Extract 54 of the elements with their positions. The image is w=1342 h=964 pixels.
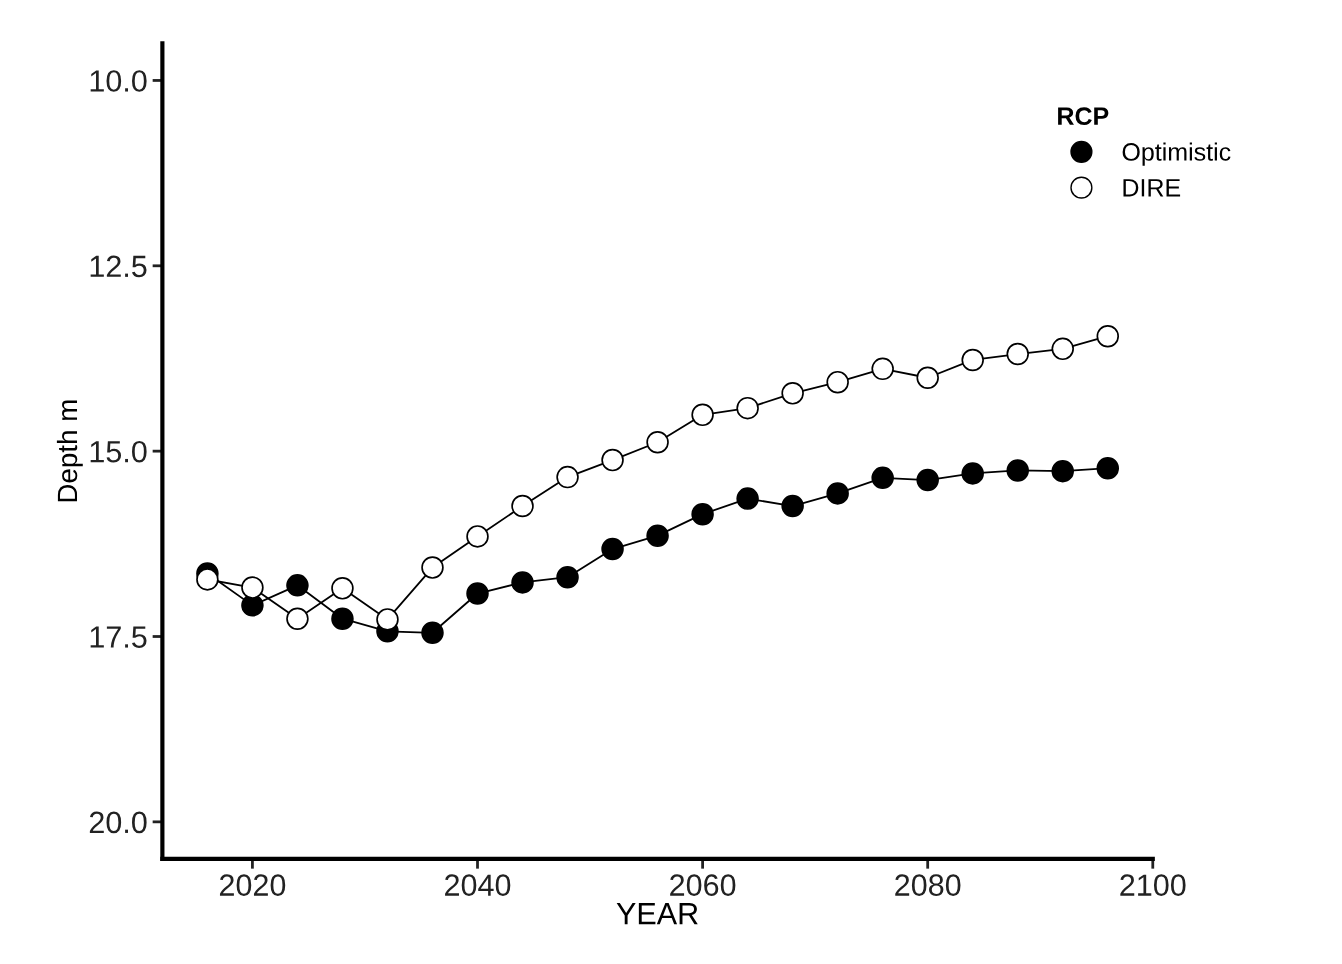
point bbox=[1051, 337, 1074, 361]
x-tick-label: 2040 bbox=[445, 874, 511, 896]
point bbox=[961, 348, 984, 372]
point bbox=[466, 525, 489, 548]
point bbox=[871, 466, 894, 490]
point bbox=[781, 494, 804, 518]
point bbox=[691, 403, 714, 427]
point bbox=[286, 607, 309, 630]
point bbox=[736, 487, 759, 510]
point bbox=[331, 607, 354, 630]
point bbox=[556, 565, 579, 589]
point bbox=[601, 448, 624, 472]
point bbox=[421, 621, 444, 645]
x-tick-label: 2100 bbox=[1120, 874, 1186, 896]
point bbox=[241, 576, 264, 599]
point bbox=[421, 556, 444, 579]
point bbox=[1096, 456, 1120, 480]
x-tick-label: 2060 bbox=[670, 874, 736, 896]
point bbox=[1006, 342, 1029, 366]
point bbox=[1096, 324, 1120, 348]
point bbox=[691, 502, 714, 526]
point bbox=[961, 462, 984, 485]
point bbox=[781, 382, 804, 405]
x-tick-label: 2020 bbox=[219, 874, 286, 896]
y-axis-title: Depth m bbox=[56, 400, 83, 502]
point bbox=[871, 357, 894, 381]
x-axis-title: YEAR bbox=[616, 903, 698, 925]
y-tick-label: 20.0 bbox=[89, 811, 147, 834]
y-tick-label: 10.0 bbox=[90, 70, 147, 92]
legend-label: DIRE bbox=[1123, 179, 1181, 197]
point bbox=[466, 582, 489, 605]
point bbox=[826, 482, 849, 505]
point bbox=[1051, 459, 1074, 483]
point bbox=[511, 571, 534, 594]
point bbox=[601, 537, 624, 561]
point bbox=[1006, 459, 1029, 482]
point bbox=[511, 494, 534, 518]
x-tick-label: 2080 bbox=[895, 874, 961, 896]
point bbox=[286, 574, 309, 597]
point bbox=[646, 431, 669, 454]
point bbox=[376, 608, 399, 631]
point bbox=[916, 468, 939, 492]
point bbox=[646, 524, 669, 547]
point bbox=[826, 370, 849, 394]
point bbox=[916, 366, 939, 390]
legend-label: Optimistic bbox=[1122, 142, 1231, 166]
point bbox=[331, 577, 354, 600]
y-tick-label: 15.0 bbox=[90, 440, 147, 463]
point bbox=[556, 465, 579, 489]
point bbox=[196, 568, 219, 591]
y-tick-label: 17.5 bbox=[90, 626, 147, 648]
y-tick-label: 12.5 bbox=[90, 255, 147, 278]
legend-title: RCP bbox=[1058, 107, 1109, 126]
point bbox=[736, 396, 759, 420]
